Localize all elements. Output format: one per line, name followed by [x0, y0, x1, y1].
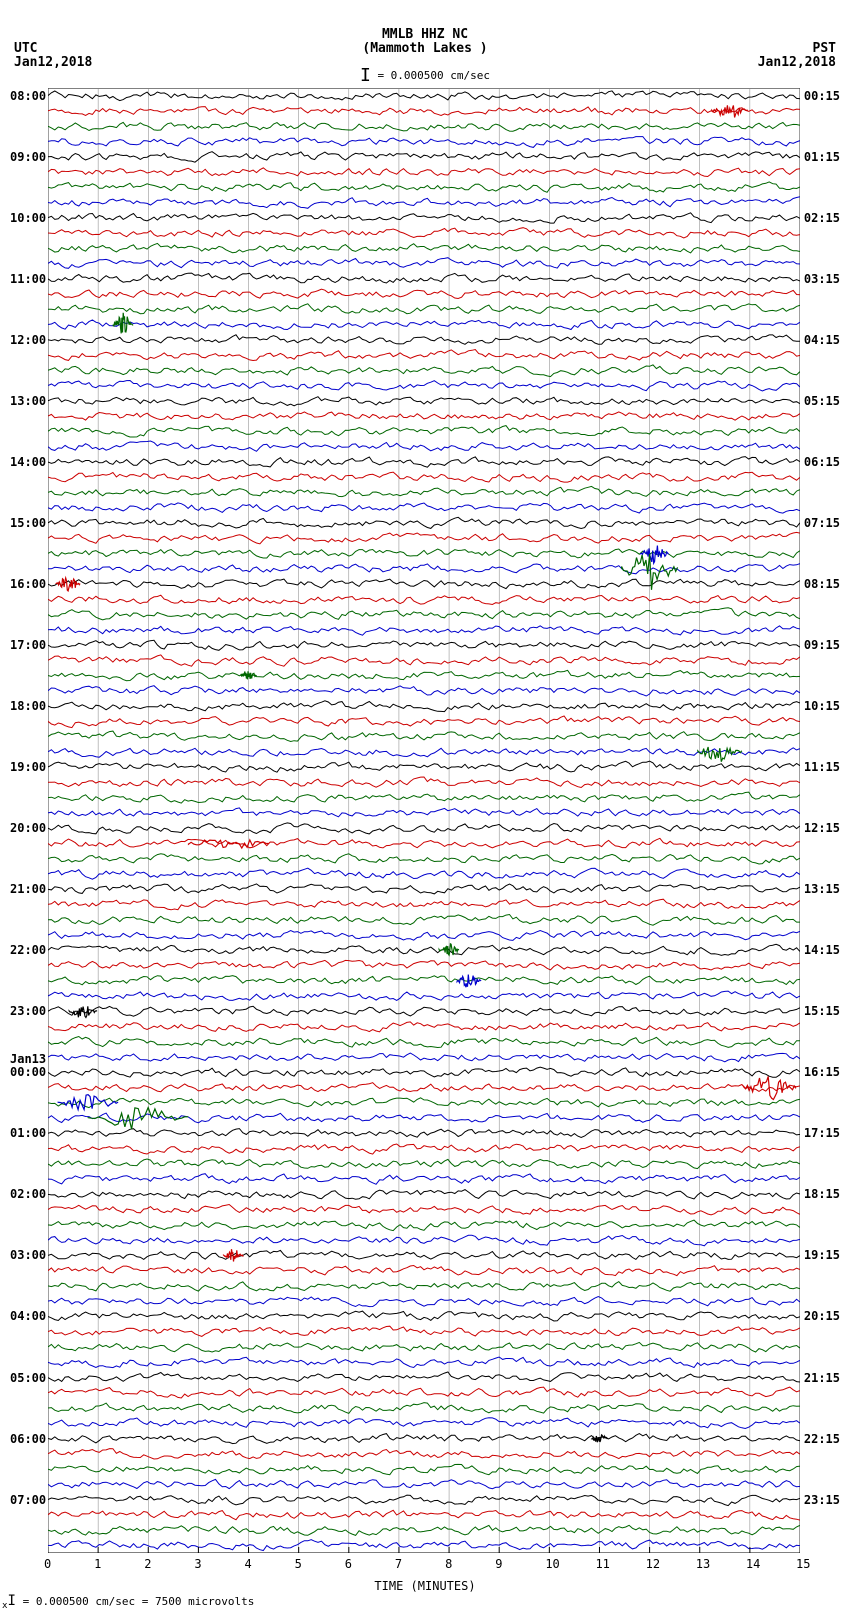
x-tick-label: 5 — [295, 1557, 302, 1571]
x-tick-label: 2 — [144, 1557, 151, 1571]
utc-time-label: 12:00 — [10, 333, 46, 347]
pst-time-label: 05:15 — [804, 394, 840, 408]
utc-time-label: 16:00 — [10, 577, 46, 591]
pst-time-label: 11:15 — [804, 760, 840, 774]
utc-time-label: 08:00 — [10, 89, 46, 103]
utc-time-label: 10:00 — [10, 211, 46, 225]
scale-text: = 0.000500 cm/sec — [377, 69, 490, 82]
pst-time-label: 17:15 — [804, 1126, 840, 1140]
utc-time-label: 07:00 — [10, 1493, 46, 1507]
utc-time-label: 03:00 — [10, 1248, 46, 1262]
utc-time-label: 11:00 — [10, 272, 46, 286]
utc-time-label: 06:00 — [10, 1432, 46, 1446]
x-tick-label: 9 — [495, 1557, 502, 1571]
pst-time-label: 16:15 — [804, 1065, 840, 1079]
utc-time-label: 15:00 — [10, 516, 46, 530]
utc-time-label: 17:00 — [10, 638, 46, 652]
pst-time-label: 13:15 — [804, 882, 840, 896]
utc-time-label: 05:00 — [10, 1371, 46, 1385]
pst-time-label: 08:15 — [804, 577, 840, 591]
x-tick-label: 4 — [245, 1557, 252, 1571]
utc-time-label: 19:00 — [10, 760, 46, 774]
utc-time-label: 01:00 — [10, 1126, 46, 1140]
pst-time-label: 20:15 — [804, 1309, 840, 1323]
tz-left-block: UTC Jan12,2018 — [14, 42, 92, 70]
x-tick-label: 10 — [545, 1557, 559, 1571]
trace-svg — [48, 88, 800, 1553]
pst-time-label: 01:15 — [804, 150, 840, 164]
date-right: Jan12,2018 — [758, 56, 836, 70]
pst-time-label: 06:15 — [804, 455, 840, 469]
x-ticks: 0123456789101112131415 — [48, 1557, 800, 1579]
utc-time-label: 02:00 — [10, 1187, 46, 1201]
utc-time-label: 14:00 — [10, 455, 46, 469]
utc-time-label: 13:00 — [10, 394, 46, 408]
x-tick-label: 7 — [395, 1557, 402, 1571]
pst-time-label: 12:15 — [804, 821, 840, 835]
x-tick-label: 13 — [696, 1557, 710, 1571]
tz-left-label: UTC — [14, 42, 92, 56]
x-tick-label: 11 — [595, 1557, 609, 1571]
x-tick-label: 6 — [345, 1557, 352, 1571]
pst-time-label: 10:15 — [804, 699, 840, 713]
utc-time-label: 23:00 — [10, 1004, 46, 1018]
x-tick-label: 1 — [94, 1557, 101, 1571]
utc-time-label: 09:00 — [10, 150, 46, 164]
station-line2: (Mammoth Lakes ) — [362, 42, 487, 56]
pst-time-label: 14:15 — [804, 943, 840, 957]
x-tick-label: 12 — [646, 1557, 660, 1571]
date-left: Jan12,2018 — [14, 56, 92, 70]
pst-time-label: 19:15 — [804, 1248, 840, 1262]
x-tick-label: 8 — [445, 1557, 452, 1571]
pst-time-label: 07:15 — [804, 516, 840, 530]
scale-marker: I = 0.000500 cm/sec — [360, 65, 490, 86]
station-line1: MMLB HHZ NC — [362, 28, 487, 42]
bottom-scale: xI = 0.000500 cm/sec = 7500 microvolts — [2, 1593, 254, 1611]
x-tick-label: 14 — [746, 1557, 760, 1571]
pst-time-label: 04:15 — [804, 333, 840, 347]
pst-time-label: 15:15 — [804, 1004, 840, 1018]
bottom-scale-text: = 0.000500 cm/sec = 7500 microvolts — [23, 1595, 255, 1608]
title-block: MMLB HHZ NC (Mammoth Lakes ) — [362, 28, 487, 56]
xaxis-label: TIME (MINUTES) — [374, 1579, 475, 1593]
tz-right-block: PST Jan12,2018 — [758, 42, 836, 70]
x-tick-label: 3 — [194, 1557, 201, 1571]
pst-time-label: 23:15 — [804, 1493, 840, 1507]
seismogram-container: UTC Jan12,2018 MMLB HHZ NC (Mammoth Lake… — [0, 0, 850, 1613]
pst-time-label: 22:15 — [804, 1432, 840, 1446]
utc-time-label: 20:00 — [10, 821, 46, 835]
x-tick-label: 0 — [44, 1557, 51, 1571]
header: UTC Jan12,2018 MMLB HHZ NC (Mammoth Lake… — [0, 0, 850, 80]
utc-time-label: 04:00 — [10, 1309, 46, 1323]
plot-area — [48, 88, 800, 1553]
pst-time-label: 02:15 — [804, 211, 840, 225]
pst-time-label: 09:15 — [804, 638, 840, 652]
utc-time-label: 22:00 — [10, 943, 46, 957]
utc-time-label: 18:00 — [10, 699, 46, 713]
utc-time-label: 21:00 — [10, 882, 46, 896]
midday-label: Jan13 — [10, 1052, 46, 1066]
pst-time-label: 03:15 — [804, 272, 840, 286]
x-tick-label: 15 — [796, 1557, 810, 1571]
tz-right-label: PST — [758, 42, 836, 56]
pst-time-label: 18:15 — [804, 1187, 840, 1201]
pst-time-label: 00:15 — [804, 89, 840, 103]
utc-time-label: 00:00 — [10, 1065, 46, 1079]
pst-time-label: 21:15 — [804, 1371, 840, 1385]
